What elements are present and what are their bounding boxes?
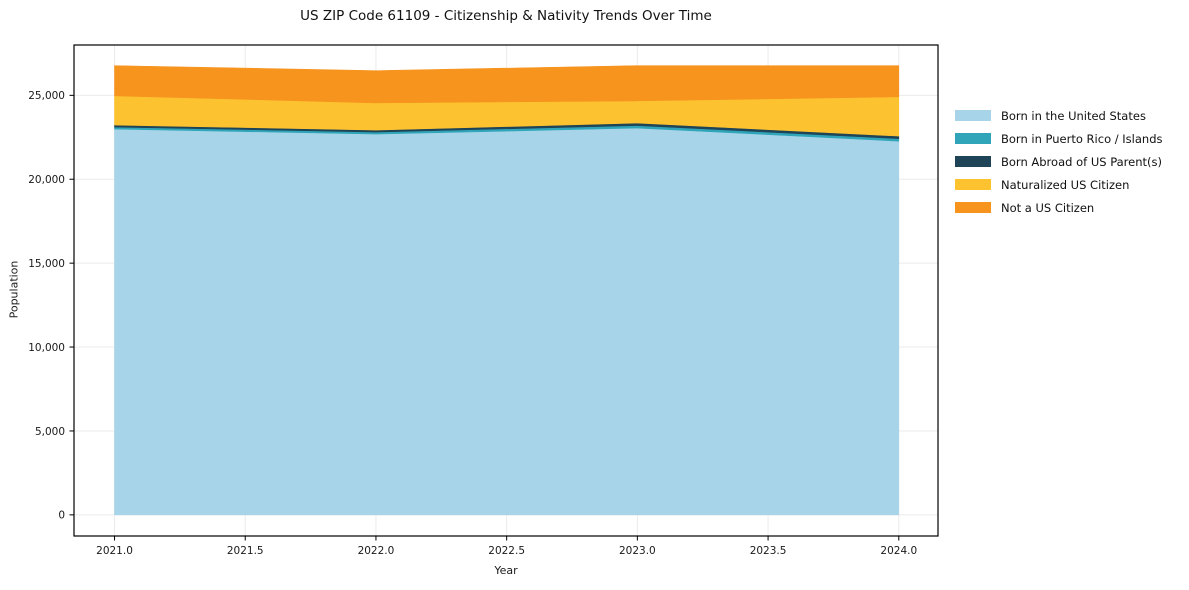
x-tick-label: 2021.5 xyxy=(227,545,264,557)
chart-title: US ZIP Code 61109 - Citizenship & Nativi… xyxy=(300,8,712,24)
x-axis-label: Year xyxy=(494,564,518,577)
legend-item: Born in Puerto Rico / Islands xyxy=(955,127,1163,150)
legend-swatch xyxy=(955,179,991,190)
legend-item: Born in the United States xyxy=(955,104,1163,127)
y-tick-label: 20,000 xyxy=(28,174,65,186)
legend-swatch xyxy=(955,133,991,144)
legend: Born in the United States Born in Puerto … xyxy=(955,104,1163,219)
legend-swatch xyxy=(955,202,991,213)
x-tick-label: 2021.0 xyxy=(96,545,133,557)
legend-item: Naturalized US Citizen xyxy=(955,173,1163,196)
x-tick-label: 2022.0 xyxy=(358,545,395,557)
legend-item: Not a US Citizen xyxy=(955,196,1163,219)
y-axis-label: Population xyxy=(7,260,21,319)
x-tick-label: 2022.5 xyxy=(488,545,525,557)
y-tick-label: 5,000 xyxy=(35,426,65,438)
y-tick-label: 0 xyxy=(58,510,65,522)
x-tick-label: 2023.5 xyxy=(750,545,787,557)
area-series xyxy=(114,65,900,104)
legend-label: Born Abroad of US Parent(s) xyxy=(1001,154,1162,169)
area-series xyxy=(114,127,900,516)
y-tick-label: 15,000 xyxy=(28,258,65,270)
y-tick-label: 10,000 xyxy=(28,342,65,354)
legend-item: Born Abroad of US Parent(s) xyxy=(955,150,1163,173)
y-tick-label: 25,000 xyxy=(28,90,65,102)
legend-label: Born in the United States xyxy=(1001,108,1146,123)
axes-frame xyxy=(73,44,939,537)
legend-label: Naturalized US Citizen xyxy=(1001,177,1130,192)
x-tick-label: 2024.0 xyxy=(880,545,917,557)
legend-swatch xyxy=(955,110,991,121)
legend-label: Born in Puerto Rico / Islands xyxy=(1001,131,1163,146)
legend-swatch xyxy=(955,156,991,167)
legend-label: Not a US Citizen xyxy=(1001,200,1095,215)
x-tick-label: 2023.0 xyxy=(619,545,656,557)
